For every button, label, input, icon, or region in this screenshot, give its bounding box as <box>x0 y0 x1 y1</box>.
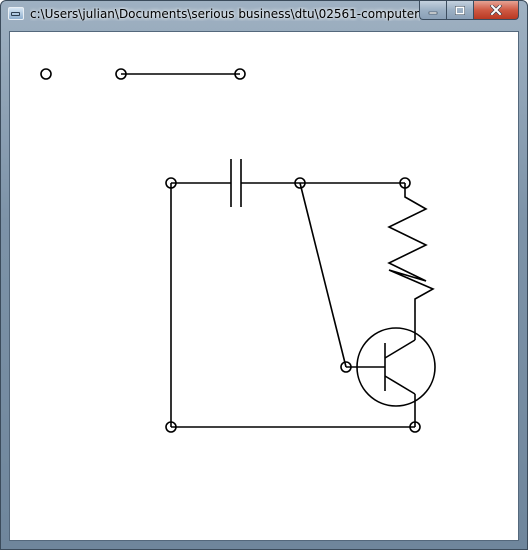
node-top-left[interactable] <box>165 177 177 189</box>
minimize-button[interactable] <box>419 1 446 20</box>
transistor[interactable] <box>346 312 436 427</box>
node-top-right[interactable] <box>399 177 411 189</box>
node-transistor-base[interactable] <box>340 361 352 373</box>
capacitor[interactable] <box>230 159 242 207</box>
wire-end-node[interactable] <box>234 68 246 80</box>
window-title: c:\Users\julian\Documents\serious busine… <box>30 7 420 21</box>
circuit-wires[interactable] <box>170 182 415 428</box>
node-bottom-right[interactable] <box>409 421 421 433</box>
transistor-emitter <box>384 375 416 395</box>
close-button[interactable] <box>473 1 519 20</box>
diagonal-wire[interactable] <box>299 182 347 368</box>
circuit-canvas[interactable] <box>10 32 520 542</box>
node-bottom-left[interactable] <box>165 421 177 433</box>
close-icon <box>490 5 502 15</box>
wire-tool-sample[interactable] <box>115 68 246 80</box>
window-controls <box>419 1 519 21</box>
node-top-middle[interactable] <box>294 177 306 189</box>
console-app-icon[interactable] <box>8 7 24 20</box>
transistor-collector <box>384 339 416 359</box>
wire-start-node[interactable] <box>115 68 127 80</box>
maximize-button[interactable] <box>446 1 473 20</box>
minimize-icon <box>428 11 437 14</box>
maximize-icon <box>454 5 465 15</box>
standalone-node[interactable] <box>40 68 52 80</box>
resistor[interactable] <box>387 183 435 312</box>
drawing-canvas-area[interactable] <box>9 31 519 541</box>
title-bar[interactable]: c:\Users\julian\Documents\serious busine… <box>1 1 527 27</box>
